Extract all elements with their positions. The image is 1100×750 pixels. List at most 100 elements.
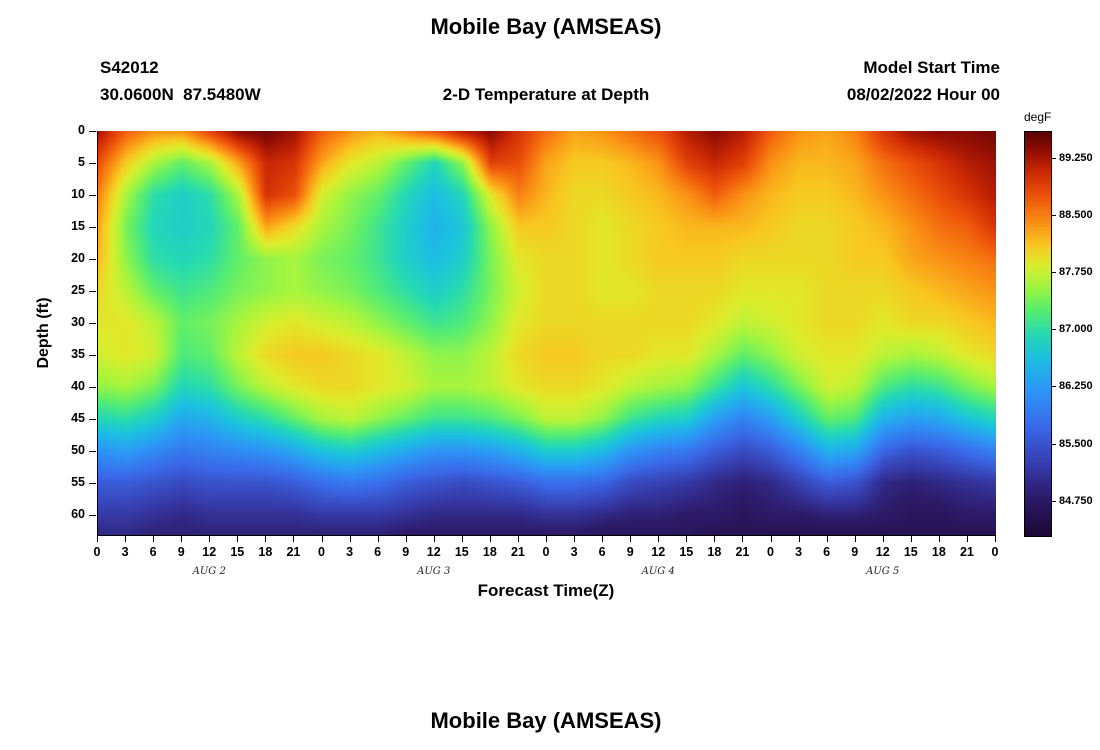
- colorbar-tick-label: 85.500: [1059, 437, 1093, 450]
- x-axis-tick-label: 0: [542, 545, 550, 559]
- x-axis-tick-label: 3: [795, 545, 803, 559]
- y-axis-tick: [89, 194, 96, 196]
- x-axis-tick: [489, 536, 491, 542]
- x-axis-tick-label: 6: [823, 545, 831, 559]
- x-axis-tick: [153, 536, 155, 542]
- x-axis-tick-label: 6: [149, 545, 157, 559]
- station-coordinates: 30.0600N 87.5480W: [100, 85, 261, 104]
- x-axis-day-label: AUG 4: [641, 566, 675, 577]
- x-axis-tick-label: 0: [991, 545, 999, 559]
- y-axis-tick: [89, 386, 96, 388]
- x-axis-tick-label: 3: [346, 545, 354, 559]
- colorbar-tick: [1051, 386, 1056, 388]
- x-axis-tick-label: 21: [959, 545, 974, 559]
- y-axis-tick-label: 10: [71, 186, 85, 201]
- heatmap-canvas: [98, 131, 996, 535]
- x-axis-title: Forecast Time(Z): [477, 581, 615, 600]
- y-axis-tick-label: 5: [78, 154, 85, 169]
- x-axis-tick-label: 21: [735, 545, 750, 559]
- x-axis-tick-label: 9: [626, 545, 634, 559]
- x-axis-tick-label: 21: [510, 545, 525, 559]
- x-axis-tick-label: 9: [402, 545, 410, 559]
- x-axis-tick-label: 9: [851, 545, 859, 559]
- y-axis-tick-label: 35: [71, 346, 85, 361]
- colorbar-tick-label: 88.500: [1059, 208, 1093, 221]
- x-axis-tick-label: 12: [875, 545, 890, 559]
- x-axis-tick: [630, 536, 632, 542]
- x-axis-tick: [995, 536, 996, 542]
- x-axis-tick-label: 21: [286, 545, 301, 559]
- colorbar-tick: [1051, 443, 1056, 445]
- x-axis-tick-label: 15: [454, 545, 469, 559]
- x-axis-tick-label: 18: [707, 545, 722, 559]
- y-axis-tick-label: 60: [71, 506, 85, 521]
- x-axis-tick: [461, 536, 463, 542]
- x-axis-day-label: AUG 5: [866, 566, 900, 577]
- x-axis-tick-label: 3: [121, 545, 129, 559]
- x-axis-tick: [265, 536, 267, 542]
- x-axis-tick: [546, 536, 547, 542]
- x-axis-tick-label: 3: [570, 545, 578, 559]
- x-axis-tick: [293, 536, 295, 542]
- x-axis-tick: [349, 536, 351, 542]
- x-axis-tick: [742, 536, 744, 542]
- x-axis-tick: [686, 536, 688, 542]
- y-axis-tick: [89, 290, 96, 292]
- colorbar-unit-label: degF: [1024, 110, 1052, 124]
- colorbar-tick: [1051, 500, 1056, 502]
- x-axis-tick: [517, 536, 519, 542]
- y-axis-tick-label: 20: [71, 250, 85, 265]
- y-axis-tick-label: 45: [71, 410, 85, 425]
- x-axis-tick: [966, 536, 968, 542]
- x-axis-tick: [433, 536, 435, 542]
- x-axis-tick: [602, 536, 604, 542]
- y-axis-tick-label: 30: [71, 314, 85, 329]
- station-id: S42012: [100, 58, 159, 77]
- x-axis-tick-label: 12: [651, 545, 666, 559]
- y-axis-tick: [89, 450, 96, 452]
- y-axis-tick-label: 40: [71, 378, 85, 393]
- y-axis-tick-label: 0: [78, 123, 85, 137]
- colorbar-tick: [1051, 272, 1056, 274]
- y-axis-tick: [89, 514, 96, 516]
- colorbar-tick-label: 87.000: [1059, 323, 1093, 336]
- x-axis-tick-label: 18: [258, 545, 273, 559]
- x-axis-tick: [209, 536, 211, 542]
- y-axis-tick: [89, 131, 96, 132]
- y-axis-tick: [89, 162, 96, 164]
- x-axis-tick-label: 18: [482, 545, 497, 559]
- colorbar-tick: [1051, 329, 1056, 331]
- model-start-time-value: 08/02/2022 Hour 00: [846, 85, 1000, 104]
- x-axis-tick: [854, 536, 856, 542]
- x-axis-tick-label: 9: [177, 545, 185, 559]
- x-axis-tick-label: 6: [374, 545, 382, 559]
- colorbar-tick-label: 86.250: [1059, 380, 1093, 393]
- x-axis-tick: [181, 536, 183, 542]
- x-axis-tick: [770, 536, 772, 542]
- colorbar-tick-label: 84.750: [1059, 494, 1093, 507]
- y-axis-tick-label: 55: [71, 474, 85, 489]
- x-axis-tick: [882, 536, 884, 542]
- x-axis-tick: [574, 536, 576, 542]
- y-axis-tick: [89, 418, 96, 420]
- y-axis-tick: [89, 226, 96, 228]
- y-axis-tick-label: 25: [71, 282, 85, 297]
- x-axis-tick: [321, 536, 323, 542]
- x-axis-tick-label: 15: [679, 545, 694, 559]
- x-axis-tick-label: 15: [230, 545, 245, 559]
- x-axis-tick-label: 0: [767, 545, 774, 559]
- x-axis-tick: [377, 536, 379, 542]
- x-axis-tick: [97, 536, 98, 542]
- y-axis-tick: [89, 258, 96, 260]
- x-axis-tick-label: 15: [903, 545, 918, 559]
- x-axis-tick-label: 0: [318, 545, 325, 559]
- x-axis-tick-label: 12: [202, 545, 217, 559]
- x-axis-day-label: AUG 3: [417, 566, 451, 577]
- x-axis-tick-label: 12: [426, 545, 441, 559]
- x-axis-tick: [910, 536, 912, 542]
- x-axis-tick: [405, 536, 407, 542]
- x-axis-tick: [237, 536, 239, 542]
- page-title: Mobile Bay (AMSEAS): [430, 14, 662, 39]
- model-start-time-label: Model Start Time: [863, 58, 1000, 77]
